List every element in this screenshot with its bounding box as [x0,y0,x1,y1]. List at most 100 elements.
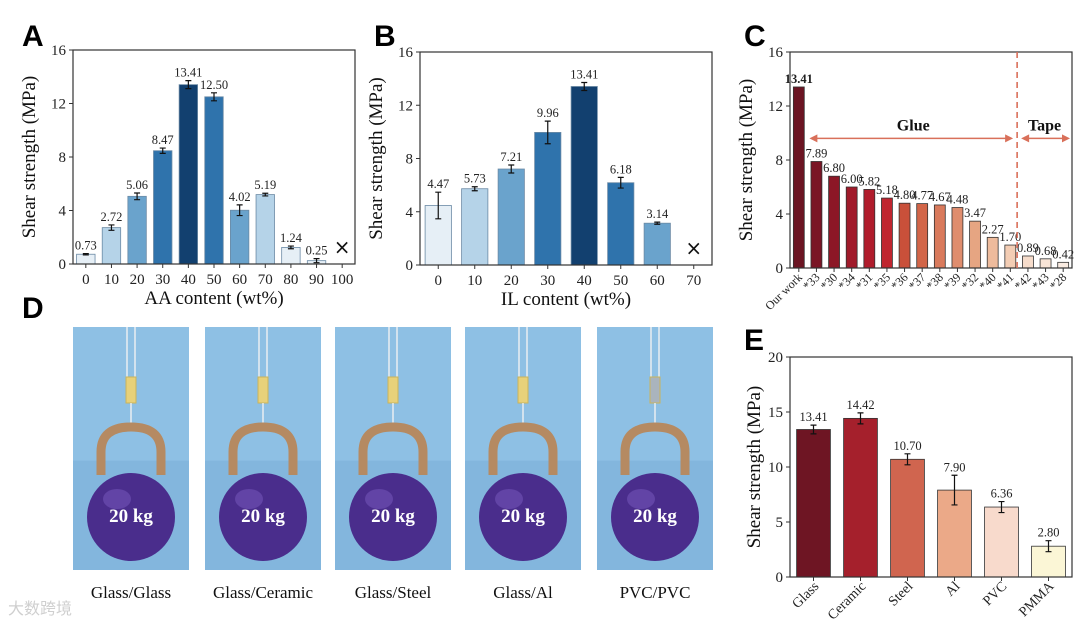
tape-range-arrow-head-right [1062,134,1070,143]
kettlebell-handle [96,422,166,475]
y-axis-title: Shear strength (MPa) [736,79,757,242]
y-tick-label: 4 [406,205,414,221]
bar [153,150,173,265]
error-bar [236,204,243,217]
bar [607,182,635,266]
error-bar [904,453,911,466]
bonded-sample [125,376,137,404]
plot-frame [789,356,1073,578]
x-tick-label: 10 [104,272,119,288]
bar [984,506,1019,578]
photo-caption: Glass/Steel [355,583,432,602]
kettlebell-photo: 20 kg [335,327,451,570]
bar [863,189,876,269]
y-tick-label: 20 [768,350,783,366]
x-tick-label: 20 [504,273,519,289]
error-bar [508,164,515,174]
kettlebell-highlight [495,489,523,509]
data-label: 12.50 [200,78,228,92]
error-bar [1045,540,1052,553]
panel-letter-c: C [744,20,766,53]
x-tick-label: 40 [181,272,196,288]
photo-caption: Glass/Glass [91,583,171,602]
bar [101,227,122,265]
x-axis-title: AA content (wt%) [144,288,283,309]
data-label: 6.80 [823,161,845,175]
y-tick-label: 0 [776,570,784,586]
x-tick-label: Al [943,579,964,600]
error-bar [471,186,478,192]
bar [461,188,489,266]
bar [570,86,598,266]
data-label: 5.18 [876,183,898,197]
data-label: 3.47 [964,206,986,220]
kettlebell-photo: 20 kg [205,327,321,570]
bar [843,417,878,578]
y-tick-label: 16 [768,45,784,61]
data-label: 13.41 [799,410,827,424]
data-label: 2.80 [1038,526,1060,540]
error-bar [287,245,294,250]
kettlebell-highlight [235,489,263,509]
x-tick-label: Our work [762,270,805,313]
bar [281,247,301,265]
data-label: 0.68 [1035,244,1057,258]
bar [898,202,911,269]
data-label: 7.21 [500,150,522,164]
error-bar [654,221,661,225]
data-label: 6.00 [841,172,863,186]
x-tick-label: Steel [886,579,916,609]
data-label: 4.48 [947,193,969,207]
x-tick-label: 60 [232,272,247,288]
bar [969,220,981,269]
bar [951,207,964,269]
chart-e: 13.41 Glass 14.42 Ceramic 10.70 Steel 7.90 Al 6.… [744,350,1073,623]
y-tick-label: 15 [768,405,783,421]
photo-caption: Glass/Al [493,583,553,602]
bar [178,84,198,265]
data-label: 5.06 [126,178,148,192]
error-bar [159,147,166,154]
data-label: 4.77 [911,189,933,203]
data-label: 10.70 [893,439,921,453]
x-tick-label: Ceramic [825,579,869,623]
data-label: 14.42 [846,398,874,412]
panel-letter-b: B [374,20,396,53]
data-label: 6.36 [991,487,1013,501]
bar [986,236,999,269]
data-label: 1.24 [280,231,303,245]
weight-label: 20 kg [501,506,545,527]
bar [76,253,96,265]
data-label: 13.41 [570,67,598,81]
data-label: 3.14 [646,207,669,221]
kettlebell-handle [488,422,558,475]
x-tick-label: 30 [155,272,170,288]
charts: 0.7302.72105.06208.473013.414012.50504.0… [19,43,1074,623]
kettlebell-handle [228,422,298,475]
bar [204,96,224,265]
data-label: 5.19 [254,178,276,192]
string [388,327,398,377]
data-label: 1.70 [999,230,1021,244]
data-label: 4.02 [229,190,251,204]
string [650,327,660,377]
x-tick-label: 70 [258,272,273,288]
bar [890,458,925,578]
data-label: 0.89 [1017,241,1039,255]
y-tick-label: 8 [776,153,784,169]
string [126,327,136,377]
error-bar [617,176,624,189]
y-tick-label: 0 [776,261,784,277]
not-measurable-mark: × [334,235,351,259]
data-label: 13.41 [785,72,813,86]
bar [230,209,250,265]
weight-label: 20 kg [633,506,677,527]
y-tick-label: 16 [398,45,414,61]
bar [127,195,147,265]
photo-caption: PVC/PVC [620,583,691,602]
y-tick-label: 12 [398,98,413,114]
bar [845,186,858,269]
error-bar [810,424,817,435]
